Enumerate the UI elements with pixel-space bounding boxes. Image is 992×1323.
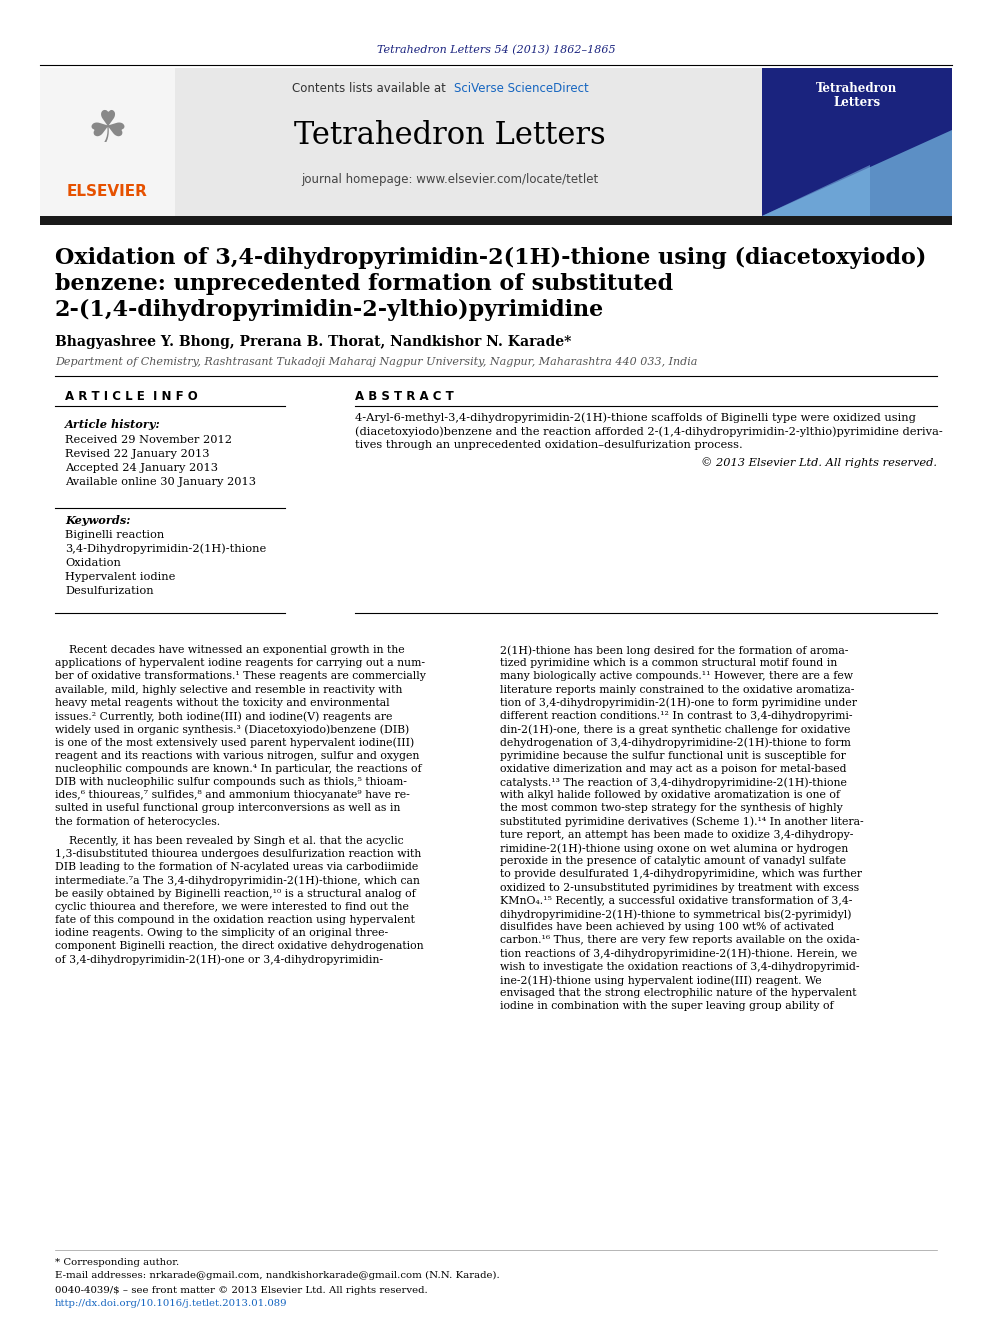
Text: applications of hypervalent iodine reagents for carrying out a num-: applications of hypervalent iodine reage…: [55, 659, 425, 668]
Text: iodine reagents. Owing to the simplicity of an original three-: iodine reagents. Owing to the simplicity…: [55, 929, 388, 938]
Text: intermediate.⁷a The 3,4-dihydropyrimidin-2(1H)-thione, which can: intermediate.⁷a The 3,4-dihydropyrimidin…: [55, 876, 420, 886]
Text: 0040-4039/$ – see front matter © 2013 Elsevier Ltd. All rights reserved.: 0040-4039/$ – see front matter © 2013 El…: [55, 1286, 428, 1295]
Text: A R T I C L E  I N F O: A R T I C L E I N F O: [65, 390, 197, 404]
Text: ides,⁶ thioureas,⁷ sulfides,⁸ and ammonium thiocyanate⁹ have re-: ides,⁶ thioureas,⁷ sulfides,⁸ and ammoni…: [55, 790, 410, 800]
Text: Accepted 24 January 2013: Accepted 24 January 2013: [65, 463, 218, 474]
Text: iodine in combination with the super leaving group ability of: iodine in combination with the super lea…: [500, 1002, 833, 1011]
FancyBboxPatch shape: [40, 67, 952, 216]
Text: of 3,4-dihydropyrimidin-2(1H)-one or 3,4-dihydropyrimidin-: of 3,4-dihydropyrimidin-2(1H)-one or 3,4…: [55, 955, 383, 966]
Text: to provide desulfurated 1,4-dihydropyrimidine, which was further: to provide desulfurated 1,4-dihydropyrim…: [500, 869, 862, 880]
Text: cyclic thiourea and therefore, we were interested to find out the: cyclic thiourea and therefore, we were i…: [55, 902, 409, 912]
Text: 2-(1,4-dihydropyrimidin-2-ylthio)pyrimidine: 2-(1,4-dihydropyrimidin-2-ylthio)pyrimid…: [55, 299, 604, 321]
Text: Tetrahedron Letters 54 (2013) 1862–1865: Tetrahedron Letters 54 (2013) 1862–1865: [377, 45, 615, 56]
Text: ELSEVIER: ELSEVIER: [66, 184, 148, 200]
Text: journal homepage: www.elsevier.com/locate/tetlet: journal homepage: www.elsevier.com/locat…: [302, 173, 598, 187]
Text: the formation of heterocycles.: the formation of heterocycles.: [55, 816, 220, 827]
Text: substituted pyrimidine derivatives (Scheme 1).¹⁴ In another litera-: substituted pyrimidine derivatives (Sche…: [500, 816, 864, 827]
Text: component Biginelli reaction, the direct oxidative dehydrogenation: component Biginelli reaction, the direct…: [55, 942, 424, 951]
Text: reagent and its reactions with various nitrogen, sulfur and oxygen: reagent and its reactions with various n…: [55, 750, 420, 761]
Text: fate of this compound in the oxidation reaction using hypervalent: fate of this compound in the oxidation r…: [55, 916, 415, 925]
Text: ture report, an attempt has been made to oxidize 3,4-dihydropy-: ture report, an attempt has been made to…: [500, 830, 853, 840]
Text: Recently, it has been revealed by Singh et al. that the acyclic: Recently, it has been revealed by Singh …: [55, 836, 404, 845]
Text: pyrimidine because the sulfur functional unit is susceptible for: pyrimidine because the sulfur functional…: [500, 750, 846, 761]
Text: tized pyrimidine which is a common structural motif found in: tized pyrimidine which is a common struc…: [500, 659, 837, 668]
Text: A B S T R A C T: A B S T R A C T: [355, 390, 453, 404]
Text: be easily obtained by Biginelli reaction,¹⁰ is a structural analog of: be easily obtained by Biginelli reaction…: [55, 889, 416, 898]
Text: widely used in organic synthesis.³ (Diacetoxyiodo)benzene (DIB): widely used in organic synthesis.³ (Diac…: [55, 724, 410, 734]
Text: 1,3-disubstituted thiourea undergoes desulfurization reaction with: 1,3-disubstituted thiourea undergoes des…: [55, 849, 422, 859]
Text: rimidine-2(1H)-thione using oxone on wet alumina or hydrogen: rimidine-2(1H)-thione using oxone on wet…: [500, 843, 848, 853]
Text: http://dx.doi.org/10.1016/j.tetlet.2013.01.089: http://dx.doi.org/10.1016/j.tetlet.2013.…: [55, 1299, 288, 1308]
Text: 2(1H)-thione has been long desired for the formation of aroma-: 2(1H)-thione has been long desired for t…: [500, 646, 848, 656]
Text: carbon.¹⁶ Thus, there are very few reports available on the oxida-: carbon.¹⁶ Thus, there are very few repor…: [500, 935, 860, 946]
Text: KMnO₄.¹⁵ Recently, a successful oxidative transformation of 3,4-: KMnO₄.¹⁵ Recently, a successful oxidativ…: [500, 896, 852, 906]
Text: E-mail addresses: nrkarade@gmail.com, nandkishorkarade@gmail.com (N.N. Karade).: E-mail addresses: nrkarade@gmail.com, na…: [55, 1271, 500, 1281]
Text: different reaction conditions.¹² In contrast to 3,4-dihydropyrimi-: different reaction conditions.¹² In cont…: [500, 710, 852, 721]
Text: ine-2(1H)-thione using hypervalent iodine(III) reagent. We: ine-2(1H)-thione using hypervalent iodin…: [500, 975, 821, 986]
Text: envisaged that the strong electrophilic nature of the hypervalent: envisaged that the strong electrophilic …: [500, 988, 856, 998]
Text: Keywords:: Keywords:: [65, 516, 131, 527]
Text: Bhagyashree Y. Bhong, Prerana B. Thorat, Nandkishor N. Karade*: Bhagyashree Y. Bhong, Prerana B. Thorat,…: [55, 335, 571, 349]
Text: Department of Chemistry, Rashtrasant Tukadoji Maharaj Nagpur University, Nagpur,: Department of Chemistry, Rashtrasant Tuk…: [55, 357, 697, 366]
Text: DIB with nucleophilic sulfur compounds such as thiols,⁵ thioam-: DIB with nucleophilic sulfur compounds s…: [55, 777, 407, 787]
Text: * Corresponding author.: * Corresponding author.: [55, 1258, 180, 1267]
Text: literature reports mainly constrained to the oxidative aromatiza-: literature reports mainly constrained to…: [500, 684, 854, 695]
Text: din-2(1H)-one, there is a great synthetic challenge for oxidative: din-2(1H)-one, there is a great syntheti…: [500, 724, 850, 734]
Text: oxidized to 2-unsubstituted pyrimidines by treatment with excess: oxidized to 2-unsubstituted pyrimidines …: [500, 882, 859, 893]
Text: Article history:: Article history:: [65, 418, 161, 430]
Text: many biologically active compounds.¹¹ However, there are a few: many biologically active compounds.¹¹ Ho…: [500, 671, 853, 681]
Text: Oxidation: Oxidation: [65, 558, 121, 568]
Text: the most common two-step strategy for the synthesis of highly: the most common two-step strategy for th…: [500, 803, 843, 814]
Text: disulfides have been achieved by using 100 wt% of activated: disulfides have been achieved by using 1…: [500, 922, 834, 933]
Polygon shape: [762, 130, 952, 216]
Polygon shape: [762, 165, 870, 216]
Text: Letters: Letters: [833, 97, 881, 110]
Text: © 2013 Elsevier Ltd. All rights reserved.: © 2013 Elsevier Ltd. All rights reserved…: [701, 458, 937, 468]
Text: wish to investigate the oxidation reactions of 3,4-dihydropyrimid-: wish to investigate the oxidation reacti…: [500, 962, 859, 972]
Text: (diacetoxyiodo)benzene and the reaction afforded 2-(1,4-dihydropyrimidin-2-ylthi: (diacetoxyiodo)benzene and the reaction …: [355, 426, 942, 437]
FancyBboxPatch shape: [40, 67, 175, 216]
Text: heavy metal reagents without the toxicity and environmental: heavy metal reagents without the toxicit…: [55, 697, 390, 708]
Text: SciVerse ScienceDirect: SciVerse ScienceDirect: [454, 82, 588, 94]
Text: available, mild, highly selective and resemble in reactivity with: available, mild, highly selective and re…: [55, 684, 403, 695]
Text: is one of the most extensively used parent hypervalent iodine(III): is one of the most extensively used pare…: [55, 737, 415, 747]
Text: Contents lists available at: Contents lists available at: [293, 82, 450, 94]
Text: Revised 22 January 2013: Revised 22 January 2013: [65, 448, 209, 459]
Text: ☘: ☘: [87, 108, 127, 152]
Text: Hypervalent iodine: Hypervalent iodine: [65, 572, 176, 582]
Text: peroxide in the presence of catalytic amount of vanadyl sulfate: peroxide in the presence of catalytic am…: [500, 856, 846, 867]
Text: Desulfurization: Desulfurization: [65, 586, 154, 595]
Text: tion of 3,4-dihydropyrimidin-2(1H)-one to form pyrimidine under: tion of 3,4-dihydropyrimidin-2(1H)-one t…: [500, 697, 857, 708]
Text: 3,4-Dihydropyrimidin-2(1H)-thione: 3,4-Dihydropyrimidin-2(1H)-thione: [65, 544, 266, 554]
Text: with alkyl halide followed by oxidative aromatization is one of: with alkyl halide followed by oxidative …: [500, 790, 840, 800]
FancyBboxPatch shape: [40, 216, 952, 225]
Text: tion reactions of 3,4-dihydropyrimidine-2(1H)-thione. Herein, we: tion reactions of 3,4-dihydropyrimidine-…: [500, 949, 857, 959]
Text: catalysts.¹³ The reaction of 3,4-dihydropyrimidine-2(1H)-thione: catalysts.¹³ The reaction of 3,4-dihydro…: [500, 777, 847, 787]
Text: ber of oxidative transformations.¹ These reagents are commercially: ber of oxidative transformations.¹ These…: [55, 671, 426, 681]
Text: DIB leading to the formation of N-acylated ureas via carbodiimide: DIB leading to the formation of N-acylat…: [55, 863, 419, 872]
Text: sulted in useful functional group interconversions as well as in: sulted in useful functional group interc…: [55, 803, 401, 814]
Text: Tetrahedron: Tetrahedron: [816, 82, 898, 94]
Text: Biginelli reaction: Biginelli reaction: [65, 531, 165, 540]
Text: Received 29 November 2012: Received 29 November 2012: [65, 435, 232, 445]
Text: dehydrogenation of 3,4-dihydropyrimidine-2(1H)-thione to form: dehydrogenation of 3,4-dihydropyrimidine…: [500, 737, 851, 747]
Text: Available online 30 January 2013: Available online 30 January 2013: [65, 478, 256, 487]
Text: tives through an unprecedented oxidation–desulfurization process.: tives through an unprecedented oxidation…: [355, 441, 743, 450]
Text: dihydropyrimidine-2(1H)-thione to symmetrical bis(2-pyrimidyl): dihydropyrimidine-2(1H)-thione to symmet…: [500, 909, 851, 919]
Text: oxidative dimerization and may act as a poison for metal-based: oxidative dimerization and may act as a …: [500, 763, 846, 774]
Text: Recent decades have witnessed an exponential growth in the: Recent decades have witnessed an exponen…: [55, 646, 405, 655]
Text: Tetrahedron Letters: Tetrahedron Letters: [294, 119, 606, 151]
Text: issues.² Currently, both iodine(III) and iodine(V) reagents are: issues.² Currently, both iodine(III) and…: [55, 710, 393, 721]
Text: 4-Aryl-6-methyl-3,4-dihydropyrimidin-2(1H)-thione scaffolds of Biginelli type we: 4-Aryl-6-methyl-3,4-dihydropyrimidin-2(1…: [355, 413, 916, 423]
Text: benzene: unprecedented formation of substituted: benzene: unprecedented formation of subs…: [55, 273, 674, 295]
Text: nucleophilic compounds are known.⁴ In particular, the reactions of: nucleophilic compounds are known.⁴ In pa…: [55, 763, 422, 774]
FancyBboxPatch shape: [762, 67, 952, 216]
Text: Oxidation of 3,4-dihydropyrimidin-2(1H)-thione using (diacetoxyiodo): Oxidation of 3,4-dihydropyrimidin-2(1H)-…: [55, 247, 927, 269]
